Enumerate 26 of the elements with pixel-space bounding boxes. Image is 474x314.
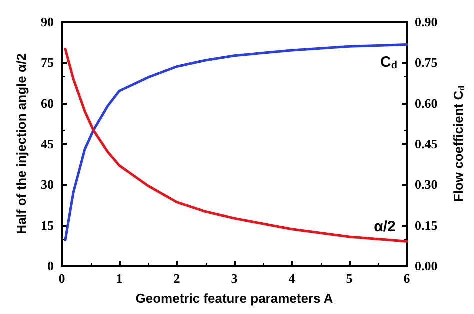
y-tick-label: 60 xyxy=(41,96,54,111)
x-tick-label: 3 xyxy=(231,271,238,286)
x-axis-title: Geometric feature parameters A xyxy=(136,291,334,306)
y2-tick-label: 0.75 xyxy=(415,55,438,70)
y-tick-label: 30 xyxy=(41,177,54,192)
y2-tick-label: 0.15 xyxy=(415,218,438,233)
x-tick-label: 6 xyxy=(404,271,411,286)
y-tick-label: 0 xyxy=(48,258,54,274)
y2-tick-label: 0.00 xyxy=(415,258,438,274)
x-tick-label: 0 xyxy=(58,271,66,286)
series-label: Cd xyxy=(380,54,398,72)
y2-tick-label: 0.90 xyxy=(415,14,438,30)
y-tick-label: 45 xyxy=(41,136,54,152)
x-tick-label: 5 xyxy=(346,271,354,286)
series-label: α/2 xyxy=(374,218,396,236)
y2-tick-label: 0.30 xyxy=(415,177,438,192)
x-tick-label: 1 xyxy=(116,271,123,286)
y2-tick-label: 0.60 xyxy=(415,96,438,111)
x-tick-label: 2 xyxy=(174,271,180,286)
y2-tick-label: 0.45 xyxy=(415,136,438,152)
y-axis-title: Half of the injection angle α/2 xyxy=(14,54,29,234)
x-tick-label: 4 xyxy=(288,271,296,286)
y-tick-label: 90 xyxy=(41,14,54,30)
y2-axis-title: Flow coefficient Cd xyxy=(451,86,466,202)
y-tick-label: 75 xyxy=(41,55,54,70)
y-tick-label: 15 xyxy=(41,218,54,233)
